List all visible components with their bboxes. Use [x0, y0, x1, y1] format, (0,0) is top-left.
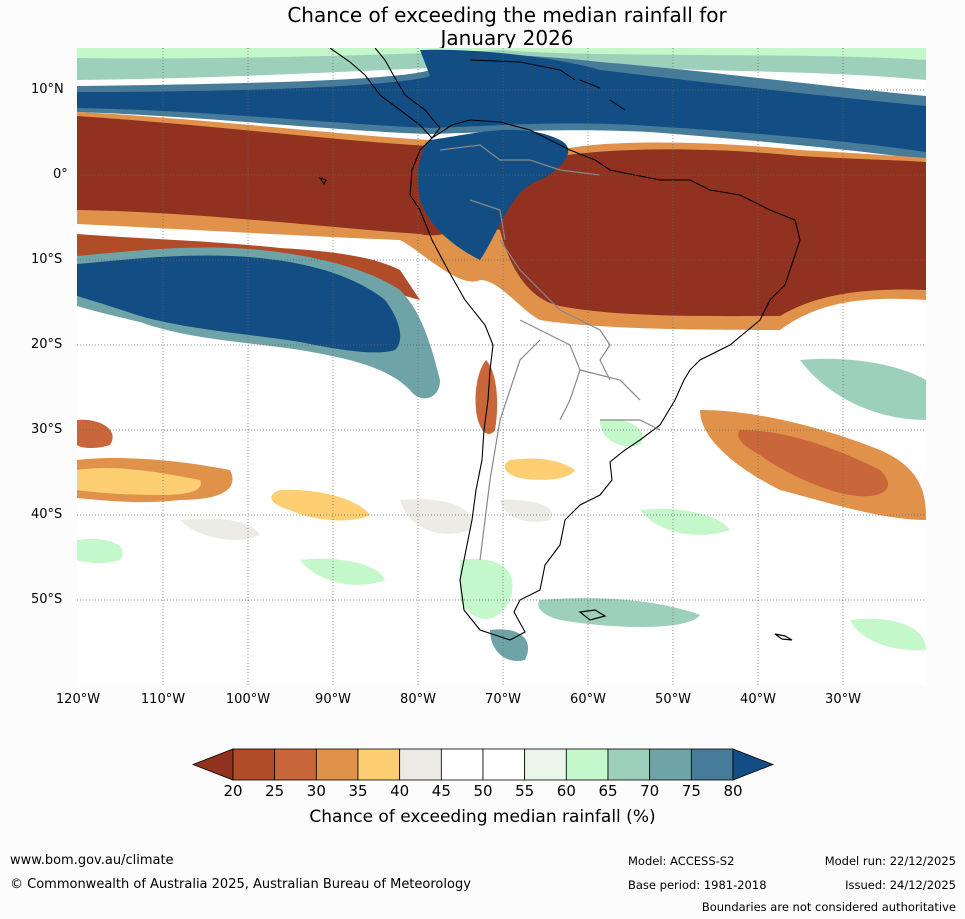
dry-patch-west-35s-inner: [77, 468, 201, 495]
lat-label-40s: 40°S: [31, 507, 63, 522]
lon-label-110w: 110°W: [140, 692, 186, 707]
wet-patch-blue-1: [490, 629, 529, 661]
footer-model-run: Model run: 22/12/2025: [824, 854, 956, 868]
lon-label-100w: 100°W: [225, 692, 271, 707]
lon-label-50w: 50°W: [655, 692, 691, 707]
galapagos: [318, 177, 327, 185]
title-line-2: January 2026: [440, 26, 574, 50]
dry-patch-east-35s-inner: [738, 430, 889, 497]
colorbar-tick-label: 75: [681, 782, 701, 800]
colorbar-tick-label: 70: [640, 782, 660, 800]
colorbar-label: Chance of exceeding median rainfall (%): [309, 807, 656, 827]
wet-patch-green-7: [300, 558, 385, 585]
footer-disclaimer: Boundaries are not considered authoritat…: [701, 900, 956, 914]
colorbar-tick-label: 50: [473, 782, 493, 800]
wet-patch-green-5: [77, 539, 123, 564]
lon-label-60w: 60°W: [570, 692, 606, 707]
wet-band-north: [77, 49, 926, 152]
colorbar-tick-label: 40: [390, 782, 410, 800]
colorbar-tick-label: 45: [431, 782, 451, 800]
caribbean-islands: [469, 59, 626, 111]
lat-label-10n: 10°N: [31, 82, 64, 97]
lat-label-50s: 50°S: [31, 592, 63, 607]
lon-label-120w: 120°W: [55, 692, 101, 707]
lat-label-30s: 30°S: [31, 422, 63, 437]
footer-base-period: Base period: 1981-2018: [628, 878, 767, 892]
neutral-patch-2: [500, 499, 553, 522]
map-title: Chance of exceeding the median rainfall …: [0, 4, 965, 50]
footer-issued: Issued: 24/12/2025: [845, 878, 956, 892]
footer-model: Model: ACCESS-S2: [628, 854, 735, 868]
lat-label-0: 0°: [53, 167, 68, 182]
lon-label-40w: 40°W: [740, 692, 776, 707]
lon-label-70w: 70°W: [485, 692, 521, 707]
wet-tongue-andes: [418, 129, 569, 260]
neutral-patch-3: [180, 518, 260, 540]
colorbar-tick-label: 30: [306, 782, 326, 800]
dry-patch-mid-35s: [504, 458, 575, 480]
title-line-1: Chance of exceeding the median rainfall …: [287, 3, 727, 27]
falkland-islands: [578, 609, 607, 621]
lon-label-90w: 90°W: [315, 692, 351, 707]
wet-patch-green-3: [460, 559, 513, 619]
central-america-coastline: [329, 48, 441, 139]
dry-patch-30s-west: [77, 419, 113, 449]
wet-patch-green-6: [850, 618, 926, 651]
colorbar-tick-label: 25: [265, 782, 285, 800]
footer-copyright: © Commonwealth of Australia 2025, Austra…: [10, 877, 471, 892]
dry-chile-coast: [475, 360, 498, 434]
colorbar-tick-label: 65: [598, 782, 618, 800]
graticule: [77, 48, 926, 686]
dry-patch-40s: [271, 489, 370, 521]
lat-label-20s: 20°S: [31, 337, 63, 352]
wet-patch-green-2: [538, 598, 700, 627]
country-boundaries: [439, 144, 661, 561]
colorbar-tick-label: 20: [223, 782, 243, 800]
wet-patch-green-8: [600, 419, 643, 447]
south-georgia: [774, 633, 793, 641]
map-field: [77, 48, 926, 686]
wet-patch-green-4: [800, 358, 926, 420]
lon-label-80w: 80°W: [400, 692, 436, 707]
wet-band-south: [77, 255, 401, 353]
colorbar-tick-label: 80: [723, 782, 743, 800]
colorbar-tick-label: 35: [348, 782, 368, 800]
north-light-band: [77, 48, 926, 60]
lon-label-30w: 30°W: [825, 692, 861, 707]
colorbar-tick-label: 55: [515, 782, 535, 800]
lat-label-10s: 10°S: [31, 252, 63, 267]
south-america-coastline: [409, 119, 801, 641]
colorbar-tick-label: 60: [556, 782, 576, 800]
footer-website: www.bom.gov.au/climate: [10, 853, 174, 868]
